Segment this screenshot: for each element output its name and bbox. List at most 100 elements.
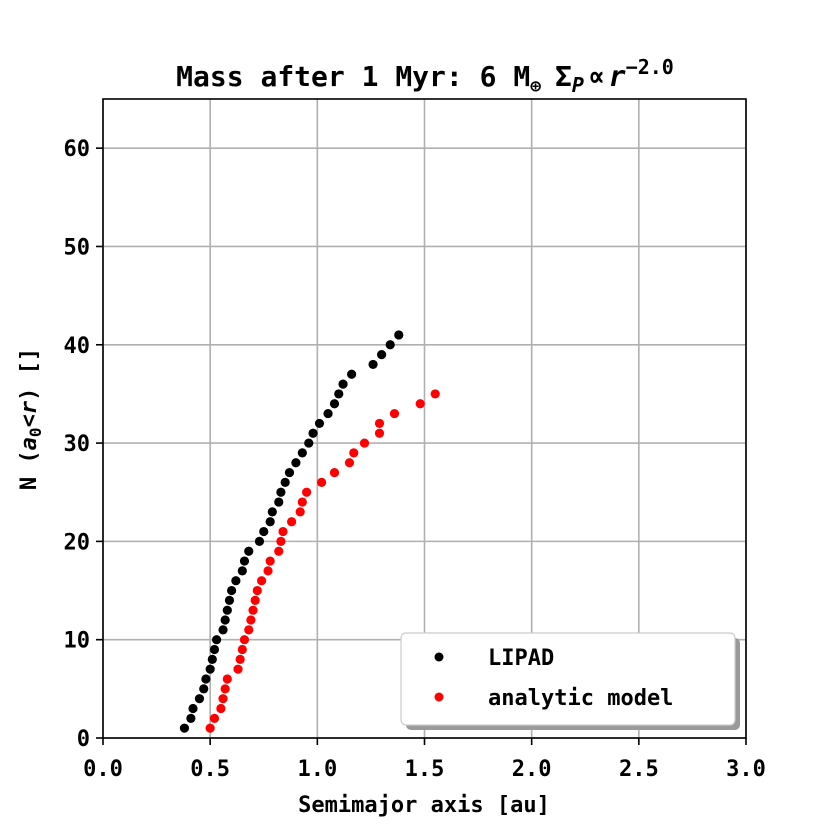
title-prop: ∝ xyxy=(588,60,605,93)
y-tick-label: 10 xyxy=(64,629,91,654)
data-point xyxy=(347,369,357,379)
data-point xyxy=(430,389,440,399)
legend-marker-lipad xyxy=(434,652,444,662)
data-point xyxy=(252,585,262,596)
data-point xyxy=(377,350,387,360)
y-label-lt: < xyxy=(17,414,42,427)
data-point xyxy=(284,467,295,478)
data-point xyxy=(186,713,196,723)
data-point xyxy=(291,458,301,468)
legend: LIPAD analytic model xyxy=(400,632,740,730)
legend-box xyxy=(400,632,736,726)
data-point xyxy=(274,497,284,507)
data-point xyxy=(368,359,378,370)
x-tick-labels: 0.0 0.5 1.0 1.5 2.0 2.5 3.0 xyxy=(83,757,766,782)
data-point xyxy=(222,605,232,615)
data-point xyxy=(220,684,230,694)
data-point xyxy=(265,556,275,566)
x-tick-label: 1.5 xyxy=(405,757,445,782)
data-point xyxy=(265,517,275,527)
data-point xyxy=(276,536,286,546)
data-point xyxy=(250,595,260,605)
y-tick-labels: 0 10 20 30 40 50 60 xyxy=(64,137,91,752)
data-point xyxy=(385,340,395,350)
data-point xyxy=(222,674,232,684)
data-point xyxy=(179,723,190,733)
data-point xyxy=(317,477,327,487)
data-point xyxy=(257,576,267,586)
data-point xyxy=(246,615,256,625)
data-point xyxy=(218,694,228,704)
y-tick-label: 20 xyxy=(64,530,91,555)
data-point xyxy=(218,625,228,635)
legend-marker-analytic xyxy=(434,692,444,702)
title-exponent: −2.0 xyxy=(626,55,674,79)
x-tick-label: 0.0 xyxy=(83,757,123,782)
x-tick-label: 2.0 xyxy=(512,757,552,782)
y-tick-label: 30 xyxy=(64,432,91,457)
data-point xyxy=(209,713,220,723)
data-point xyxy=(224,595,235,605)
data-point xyxy=(314,418,325,429)
data-point xyxy=(237,566,247,576)
data-point xyxy=(237,644,247,655)
data-point xyxy=(338,379,348,389)
data-point xyxy=(334,389,344,399)
data-point xyxy=(239,635,250,645)
data-point xyxy=(201,674,211,684)
y-label-a: a xyxy=(17,437,42,450)
data-point xyxy=(297,497,307,507)
data-point xyxy=(297,448,307,458)
data-point xyxy=(329,399,340,409)
data-point xyxy=(415,399,425,409)
earth-symbol: ⊕ xyxy=(530,76,541,97)
data-point xyxy=(207,654,217,664)
data-point xyxy=(394,330,404,340)
data-point xyxy=(308,428,318,438)
data-point xyxy=(244,625,254,635)
y-axis-label: N (a0<r) [] xyxy=(17,348,45,490)
data-point xyxy=(220,615,230,625)
data-point xyxy=(231,576,241,586)
data-point xyxy=(287,517,297,527)
data-point xyxy=(267,507,277,517)
data-point xyxy=(188,703,198,714)
data-point xyxy=(194,694,205,704)
data-point xyxy=(304,438,314,448)
title-r: r xyxy=(609,60,626,93)
y-tick-label: 0 xyxy=(77,727,90,752)
data-point xyxy=(227,585,237,596)
y-label-prefix: N ( xyxy=(17,450,42,490)
data-point xyxy=(374,418,385,429)
data-point xyxy=(211,635,222,645)
title-p: P xyxy=(572,73,584,97)
data-point xyxy=(276,487,286,497)
data-point xyxy=(259,526,269,537)
chart-title: Mass after 1 Myr: 6 M⊕ ΣP ∝ r−2.0 xyxy=(176,55,674,97)
y-tick-label: 50 xyxy=(64,235,91,260)
data-point xyxy=(199,684,209,694)
data-point xyxy=(235,654,245,664)
data-point xyxy=(280,477,290,487)
data-point xyxy=(359,438,370,448)
data-point xyxy=(209,644,220,655)
x-tick-label: 1.0 xyxy=(297,757,337,782)
data-point xyxy=(349,448,359,458)
data-point xyxy=(329,467,340,478)
data-point xyxy=(205,723,215,733)
data-point xyxy=(374,428,385,438)
x-axis-label: Semimajor axis [au] xyxy=(298,793,550,818)
data-point xyxy=(254,536,265,546)
series-lipad xyxy=(179,330,404,733)
y-tick-label: 40 xyxy=(64,334,91,359)
y-label-r: r xyxy=(17,400,42,414)
data-point xyxy=(233,664,243,674)
data-point xyxy=(205,664,215,674)
plot-frame xyxy=(102,98,747,739)
x-tick-label: 2.5 xyxy=(619,757,659,782)
y-tick-label: 60 xyxy=(64,137,91,162)
title-main: Mass after 1 Myr: 6 M xyxy=(176,60,530,93)
data-point xyxy=(263,566,273,576)
x-tick-label: 0.5 xyxy=(190,757,230,782)
